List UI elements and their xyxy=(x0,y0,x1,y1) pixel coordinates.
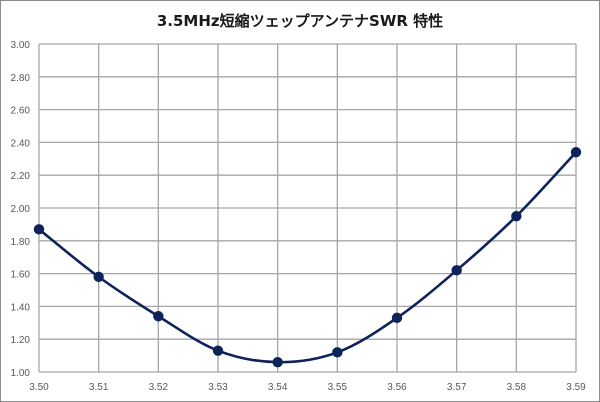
data-point-marker xyxy=(451,265,462,276)
y-tick-label: 2.40 xyxy=(11,138,31,149)
y-tick-label: 2.20 xyxy=(11,171,31,182)
data-point-marker xyxy=(33,224,45,235)
x-tick-label: 3.55 xyxy=(328,382,348,393)
y-tick-label: 1.00 xyxy=(11,368,31,379)
data-point-marker xyxy=(93,271,104,283)
x-tick-label: 3.53 xyxy=(208,382,228,393)
data-point-marker xyxy=(153,311,164,322)
x-tick-label: 3.59 xyxy=(566,382,586,393)
y-tick-label: 2.60 xyxy=(11,106,31,117)
data-point-marker xyxy=(391,312,403,324)
x-tick-label: 3.52 xyxy=(149,382,169,393)
y-tick-label: 1.40 xyxy=(11,302,31,313)
x-tick-label: 3.56 xyxy=(387,382,407,393)
y-tick-label: 2.00 xyxy=(11,204,31,215)
x-tick-label: 3.51 xyxy=(89,382,109,393)
y-tick-label: 2.80 xyxy=(11,73,31,84)
chart-title: 3.5MHz短縮ツェップアンテナSWR 特性 xyxy=(156,12,444,30)
data-point-marker xyxy=(570,147,582,158)
x-tick-label: 3.57 xyxy=(447,382,467,393)
y-tick-label: 3.00 xyxy=(11,40,31,51)
y-tick-label: 1.20 xyxy=(11,335,31,346)
data-point-marker xyxy=(332,347,343,358)
y-tick-label: 1.60 xyxy=(11,270,31,281)
data-point-marker xyxy=(272,356,283,368)
x-tick-label: 3.54 xyxy=(268,382,288,393)
y-tick-label: 1.80 xyxy=(11,237,31,248)
data-point-marker xyxy=(511,211,522,222)
x-tick-label: 3.58 xyxy=(507,382,527,393)
x-tick-label: 3.50 xyxy=(29,382,49,393)
swr-line xyxy=(38,151,577,364)
data-point-marker xyxy=(212,345,224,356)
